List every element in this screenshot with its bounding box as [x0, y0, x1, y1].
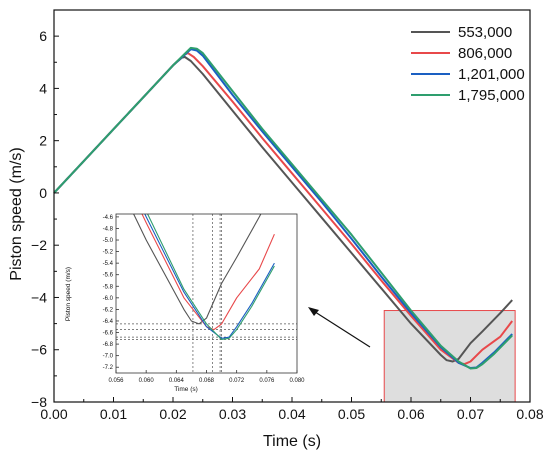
x-tick-label: 0.04 [278, 406, 305, 422]
x-tick-label: 0.00 [40, 406, 67, 422]
main-x-axis-label: Time (s) [263, 433, 321, 450]
main-series-lines [53, 46, 513, 370]
x-tick-label: 0.08 [516, 406, 543, 422]
y-tick-label: 6 [39, 28, 47, 44]
inset-series-lines [133, 214, 275, 341]
inset-y-axis-label: Piston speed (m/s) [65, 267, 72, 321]
inset-x-tick-label: 0.060 [139, 378, 155, 384]
legend-label: 806,000 [458, 45, 512, 62]
x-tick-label: 0.06 [397, 406, 424, 422]
legend: 553,000 806,000 1,201,000 1,795,000 [411, 24, 525, 104]
y-tick-label: −8 [31, 394, 47, 410]
inset-x-tick-label: 0.064 [169, 378, 185, 384]
inset-x-tick-label: 0.080 [289, 378, 305, 384]
inset-y-tick-label: -6.4 [103, 319, 114, 325]
inset-y-tick-label: -5.0 [103, 238, 114, 244]
inset-series-line-2 [141, 214, 275, 331]
inset-y-axis-ticks: -4.6 -4.8 -5.0 -5.2 -5.4 -5.6 -5.8 -6.0 -6.2 -6.4… [103, 215, 119, 371]
inset-x-axis-label: Time (s) [174, 386, 198, 393]
inset-y-tick-label: -6.0 [103, 296, 114, 302]
inset-series-line-4 [146, 214, 275, 341]
legend-label: 553,000 [458, 24, 512, 41]
y-tick-label: 2 [39, 133, 47, 149]
inset-x-tick-label: 0.068 [199, 378, 215, 384]
inset-y-tick-label: -5.4 [103, 261, 114, 267]
inset-y-tick-label: -7.2 [103, 365, 114, 371]
x-tick-label: 0.02 [159, 406, 186, 422]
inset-y-tick-label: -6.8 [103, 342, 114, 348]
y-tick-label: −2 [31, 237, 47, 253]
y-tick-label: 0 [39, 185, 47, 201]
inset-series-line-3 [144, 214, 275, 339]
inset-background [60, 210, 304, 386]
inset-y-tick-label: -5.2 [103, 250, 114, 256]
inset-y-tick-label: -4.8 [103, 226, 114, 232]
series-line-4 [53, 46, 513, 370]
inset-y-tick-label: -5.8 [103, 284, 114, 290]
x-tick-label: 0.01 [100, 406, 127, 422]
inset-y-tick-label: -5.6 [103, 273, 114, 279]
main-x-axis-ticks: 0.00 0.01 0.02 0.03 0.04 0.05 0.06 0.07 0.08 [40, 397, 544, 422]
inset-x-axis-ticks: 0.056 0.060 0.064 0.068 0.072 0.076 0.080 [108, 370, 305, 384]
inset-y-tick-label: -7.0 [103, 354, 114, 360]
inset-x-tick-label: 0.056 [108, 378, 124, 384]
main-chart: 0.00 0.01 0.02 0.03 0.04 0.05 0.06 0.07 0.08 −8−… [8, 9, 544, 450]
zoom-arrow [308, 307, 371, 348]
inset-y-tick-label: -4.6 [103, 215, 114, 221]
inset-chart: 0.056 0.060 0.064 0.068 0.072 0.076 0.080 -4.6… [60, 210, 305, 393]
x-tick-label: 0.05 [338, 406, 365, 422]
main-y-axis-label: Piston speed (m/s) [8, 147, 25, 280]
inset-series-line-1 [133, 214, 262, 325]
inset-y-tick-label: -6.6 [103, 331, 114, 337]
inset-x-tick-label: 0.076 [259, 378, 275, 384]
legend-label: 1,201,000 [458, 66, 525, 83]
legend-label: 1,795,000 [458, 87, 525, 104]
y-tick-label: 4 [39, 80, 47, 96]
inset-reference-lines [116, 214, 297, 373]
y-tick-label: −4 [31, 289, 47, 305]
main-y-axis-ticks: −8 −6 −4 −2 0 2 4 6 [31, 28, 59, 410]
y-tick-label: −6 [31, 342, 47, 358]
x-tick-label: 0.07 [457, 406, 484, 422]
inset-x-tick-label: 0.072 [229, 378, 245, 384]
inset-y-tick-label: -6.2 [103, 307, 114, 313]
x-tick-label: 0.03 [219, 406, 246, 422]
